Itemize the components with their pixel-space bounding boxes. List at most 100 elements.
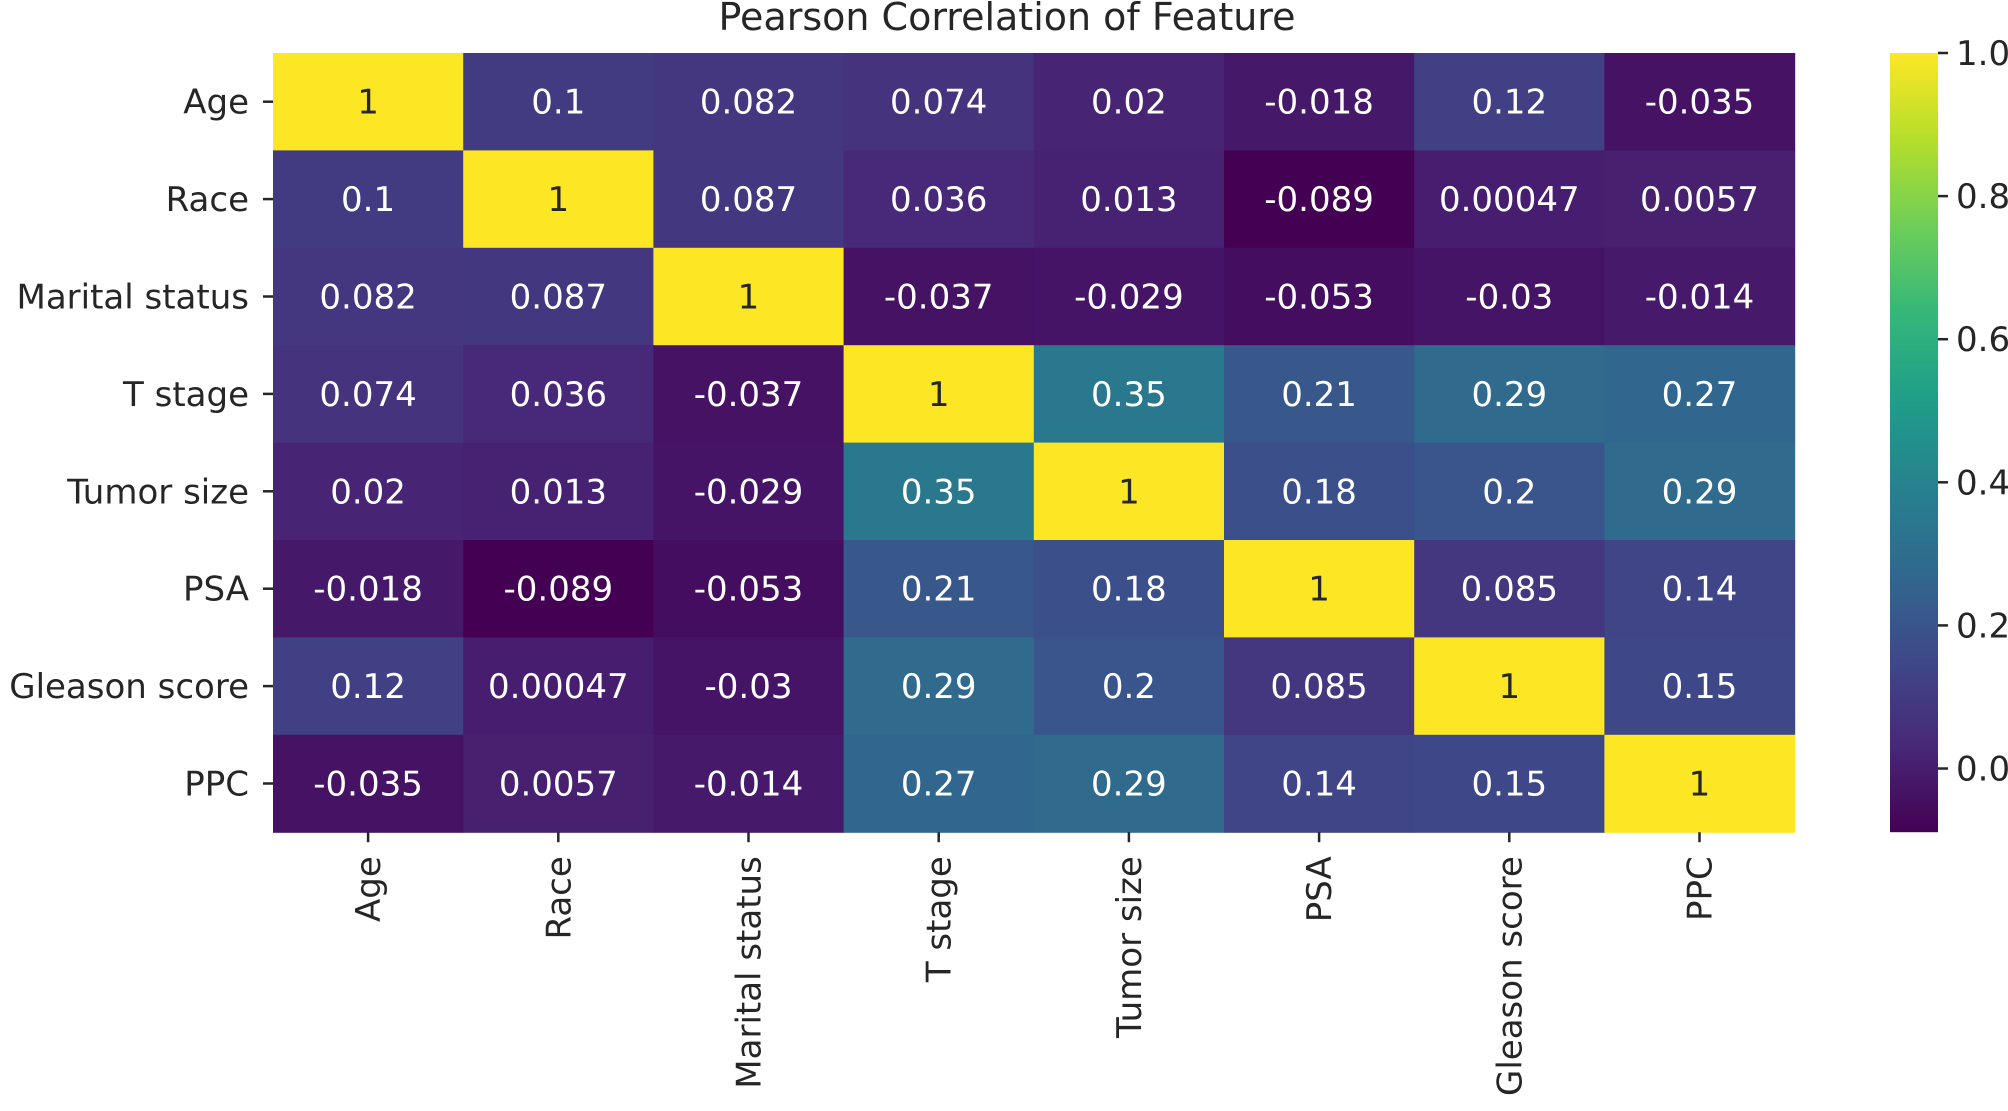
heatmap-cell-value: 0.14 <box>1662 570 1738 610</box>
heatmap-cell <box>1414 150 1605 249</box>
heatmap-cell-value: -0.053 <box>1264 278 1374 318</box>
heatmap-cell-value: 0.29 <box>1091 765 1167 805</box>
heatmap-cell-value: 0.074 <box>890 83 987 123</box>
heatmap-cell <box>1033 150 1225 249</box>
heatmap-cell-value: -0.089 <box>1264 180 1374 220</box>
heatmap-cell-value: 1 <box>738 278 760 318</box>
heatmap-cell <box>1224 53 1415 151</box>
heatmap-cell-value: 1 <box>357 83 379 123</box>
heatmap-cell <box>843 53 1035 151</box>
heatmap-cell <box>463 540 654 638</box>
heatmap-cell-value: 0.18 <box>1091 570 1167 610</box>
heatmap-cell-value: 1 <box>1308 570 1330 610</box>
heatmap-cell-value: -0.014 <box>1645 278 1755 318</box>
heatmap-cell <box>1604 734 1796 833</box>
heatmap-cell-value: 0.12 <box>330 667 406 707</box>
colorbar-tick-label: 0.6 <box>1956 320 2008 360</box>
column-tick-label: PSA <box>1300 856 1340 922</box>
heatmap-cell <box>1604 637 1796 736</box>
heatmap-cell <box>1033 540 1225 638</box>
heatmap-cell-value: 0.02 <box>1091 83 1167 123</box>
heatmap-cell <box>843 734 1035 833</box>
colorbar-tick-label: 0.8 <box>1956 177 2008 217</box>
colorbar-tick-label: 0.2 <box>1956 606 2008 646</box>
row-tick-label: Tumor size <box>66 472 249 512</box>
heatmap-cell-value: 0.082 <box>700 83 797 123</box>
heatmap-cell <box>1033 53 1225 151</box>
heatmap-cell <box>1224 345 1415 444</box>
heatmap-cell <box>843 150 1035 249</box>
heatmap-cell-value: 0.15 <box>1471 765 1547 805</box>
colorbar-gradient <box>1890 53 1938 833</box>
heatmap-cell-value: 0.21 <box>901 570 977 610</box>
column-tick-labels: Age Race Marital status T stage Tumor size PS… <box>349 832 1721 1096</box>
row-tick-labels: Age Race Marital status T stage Tumor size PS… <box>9 83 273 805</box>
column-tick-label: T stage <box>920 856 960 983</box>
heatmap-cell <box>653 540 845 638</box>
heatmap-cell-value: -0.053 <box>694 570 804 610</box>
heatmap-cell-value: -0.029 <box>1074 278 1184 318</box>
heatmap-cell-value: 0.21 <box>1281 375 1357 415</box>
heatmap-cell <box>463 442 654 541</box>
heatmap-cell-value: -0.035 <box>313 765 423 805</box>
row-tick-label: PSA <box>183 570 249 610</box>
heatmap-cell-value: 0.036 <box>890 180 987 220</box>
heatmap-cell <box>1414 637 1605 736</box>
heatmap-cell <box>1224 247 1415 346</box>
heatmap-cell-value: 0.27 <box>1662 375 1738 415</box>
heatmap-cell <box>1033 345 1225 444</box>
heatmap-cell-value: 0.29 <box>1662 472 1738 512</box>
heatmap-cell-value: 1 <box>547 180 569 220</box>
heatmap-cell-value: 0.087 <box>510 278 607 318</box>
row-tick-label: Age <box>183 83 249 123</box>
heatmap-cell-value: -0.089 <box>503 570 613 610</box>
heatmap-cell-value: -0.037 <box>694 375 804 415</box>
heatmap-cell-value: 0.29 <box>1471 375 1547 415</box>
heatmap-cell <box>273 247 464 346</box>
heatmap-cell <box>653 637 845 736</box>
heatmap-cell <box>1224 734 1415 833</box>
colorbar-tick-label: 0.4 <box>1956 463 2008 503</box>
heatmap-cell-value: 0.2 <box>1102 667 1156 707</box>
heatmap-cell <box>1414 540 1605 638</box>
row-tick-label: Race <box>166 180 249 220</box>
heatmap-cell-value: 0.2 <box>1482 472 1536 512</box>
heatmap-cell <box>1604 540 1796 638</box>
heatmap-cell-value: -0.018 <box>313 570 423 610</box>
heatmap-cell-value: -0.029 <box>694 472 804 512</box>
row-tick-label: Gleason score <box>9 667 249 707</box>
heatmap-cell <box>843 247 1035 346</box>
heatmap-cell <box>1033 734 1225 833</box>
heatmap-cell-value: 0.35 <box>1091 375 1167 415</box>
column-tick-label: Gleason score <box>1490 856 1530 1096</box>
heatmap-cell <box>1224 150 1415 249</box>
heatmap-cell <box>1033 637 1225 736</box>
heatmap-cell <box>653 247 845 346</box>
heatmap-cell-value: 0.0057 <box>1640 180 1759 220</box>
heatmap-cell <box>273 53 464 151</box>
heatmap-cell <box>843 442 1035 541</box>
heatmap-cell-value: 0.0057 <box>499 765 618 805</box>
heatmap-cell-value: 0.14 <box>1281 765 1357 805</box>
heatmap-cell-value: 1 <box>1498 667 1520 707</box>
column-tick-label: Tumor size <box>1110 856 1150 1039</box>
heatmap-cell <box>1414 442 1605 541</box>
row-tick-label: Marital status <box>17 278 250 318</box>
heatmap-cell-value: -0.014 <box>694 765 804 805</box>
heatmap-cell-value: 0.036 <box>510 375 607 415</box>
heatmap-cell <box>273 540 464 638</box>
heatmap-cell <box>463 247 654 346</box>
heatmap-cells <box>273 53 1796 833</box>
heatmap-cell <box>463 345 654 444</box>
heatmap-cell <box>463 734 654 833</box>
heatmap-cell-value: 0.15 <box>1662 667 1738 707</box>
heatmap-cell-value: 0.074 <box>319 375 416 415</box>
heatmap-cell <box>1033 442 1225 541</box>
heatmap-cell <box>1224 540 1415 638</box>
heatmap-cell-value: -0.03 <box>705 667 793 707</box>
row-tick-label: PPC <box>184 765 249 805</box>
heatmap-cell <box>843 345 1035 444</box>
heatmap-cell-value: 0.013 <box>1080 180 1177 220</box>
heatmap-cell <box>463 53 654 151</box>
